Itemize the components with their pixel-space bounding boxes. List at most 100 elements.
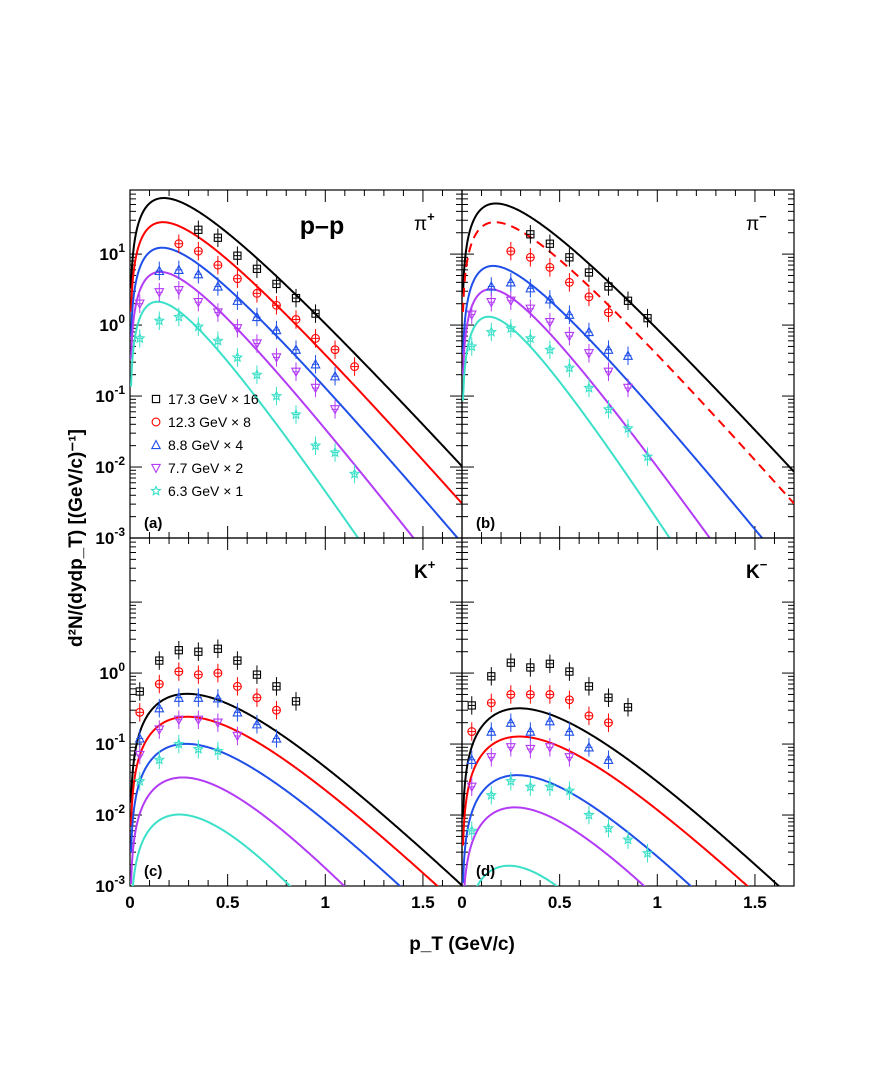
data-point	[232, 706, 243, 717]
data-point	[272, 705, 281, 715]
panel-frame	[129, 537, 463, 887]
x-tick-label: 1	[653, 893, 662, 912]
data-point	[348, 467, 361, 479]
data-point	[192, 320, 205, 332]
data-point	[565, 253, 574, 262]
data-series-4	[134, 734, 224, 791]
y-tick-label: 10-1	[95, 731, 125, 754]
data-point	[174, 239, 184, 249]
particle-charge: +	[428, 557, 436, 572]
data-series-0	[194, 220, 320, 323]
data-point	[525, 282, 536, 293]
data-point	[153, 753, 166, 765]
data-point	[154, 725, 165, 736]
data-point	[153, 314, 166, 326]
data-point	[212, 744, 224, 756]
data-point	[213, 644, 223, 653]
y-tick-label: 10-3	[95, 873, 125, 896]
panel-d: (d) K− 0 0.5 1 1.5	[457, 537, 795, 912]
y-tick-label: 10-1	[95, 383, 125, 406]
fit-curve	[462, 735, 749, 886]
data-point	[526, 663, 535, 672]
legend-marker	[151, 394, 161, 404]
y-tick-exponent: -3	[114, 525, 125, 539]
data-point	[526, 230, 535, 239]
data-point	[466, 310, 477, 321]
data-point	[291, 697, 301, 706]
data-point	[604, 282, 613, 291]
data-series-1	[174, 234, 360, 376]
data-point	[329, 370, 341, 381]
data-point	[486, 725, 497, 736]
data-point	[291, 315, 301, 324]
particle-charge: −	[759, 209, 767, 224]
data-point	[212, 308, 223, 319]
data-point	[231, 351, 244, 363]
data-point	[251, 368, 263, 380]
particle-label: π+	[414, 209, 435, 235]
data-point	[329, 405, 341, 415]
data-point	[173, 310, 185, 322]
data-point	[623, 703, 633, 712]
data-point	[233, 656, 242, 665]
data-point	[583, 349, 595, 359]
particle-charge: −	[760, 557, 768, 572]
panel-b: (b) π−	[461, 189, 795, 539]
legend-marker	[150, 463, 162, 474]
data-point	[291, 293, 301, 303]
fit-curve	[130, 776, 346, 886]
data-point	[310, 358, 321, 369]
data-point	[232, 295, 243, 305]
data-point	[525, 252, 535, 262]
data-point	[467, 701, 476, 710]
data-point	[525, 744, 536, 755]
data-series-0	[526, 225, 652, 328]
panel-frame	[461, 537, 795, 887]
data-point	[252, 693, 262, 703]
data-point	[154, 679, 164, 689]
data-point	[564, 725, 575, 736]
particle-label: K+	[414, 557, 436, 583]
data-point	[174, 646, 183, 655]
data-point	[623, 296, 633, 305]
y-tick-exponent: -2	[114, 454, 125, 468]
data-point	[252, 264, 262, 273]
data-point	[193, 715, 204, 726]
data-point	[135, 687, 144, 696]
data-point	[622, 350, 634, 360]
data-point	[584, 292, 594, 302]
y-tick-exponent: -2	[114, 802, 125, 816]
data-point	[603, 754, 614, 764]
data-point	[251, 311, 263, 322]
particle-label: π−	[746, 209, 767, 235]
data-point	[604, 308, 613, 318]
data-point	[154, 288, 165, 298]
panel-tag: (d)	[476, 863, 495, 880]
data-point	[271, 353, 282, 364]
data-point	[271, 732, 282, 743]
y-tick-base: 10	[95, 387, 114, 406]
data-point	[350, 362, 360, 372]
data-point	[193, 670, 203, 680]
data-point	[134, 299, 145, 310]
data-point	[134, 775, 146, 787]
data-point	[525, 725, 536, 736]
y-tick-exponent: -1	[114, 731, 125, 745]
fit-curve	[462, 315, 671, 538]
data-point	[212, 692, 223, 703]
labels-layer: p–p 17.3 GeV × 16 12.3 GeV × 8 8.8 GeV × 4 7…	[66, 212, 515, 955]
legend-label: 6.3 GeV × 1	[168, 483, 243, 499]
data-point	[545, 659, 555, 668]
panel-content	[462, 653, 781, 886]
data-series-4	[134, 307, 361, 484]
data-point	[330, 345, 340, 355]
data-point	[525, 689, 535, 699]
data-point	[466, 824, 478, 836]
data-point	[544, 715, 555, 726]
data-point	[290, 344, 302, 354]
data-point	[193, 298, 204, 308]
y-tick-base: 10	[95, 458, 114, 477]
data-point	[466, 754, 477, 764]
data-point	[252, 670, 262, 679]
data-point	[213, 668, 223, 678]
